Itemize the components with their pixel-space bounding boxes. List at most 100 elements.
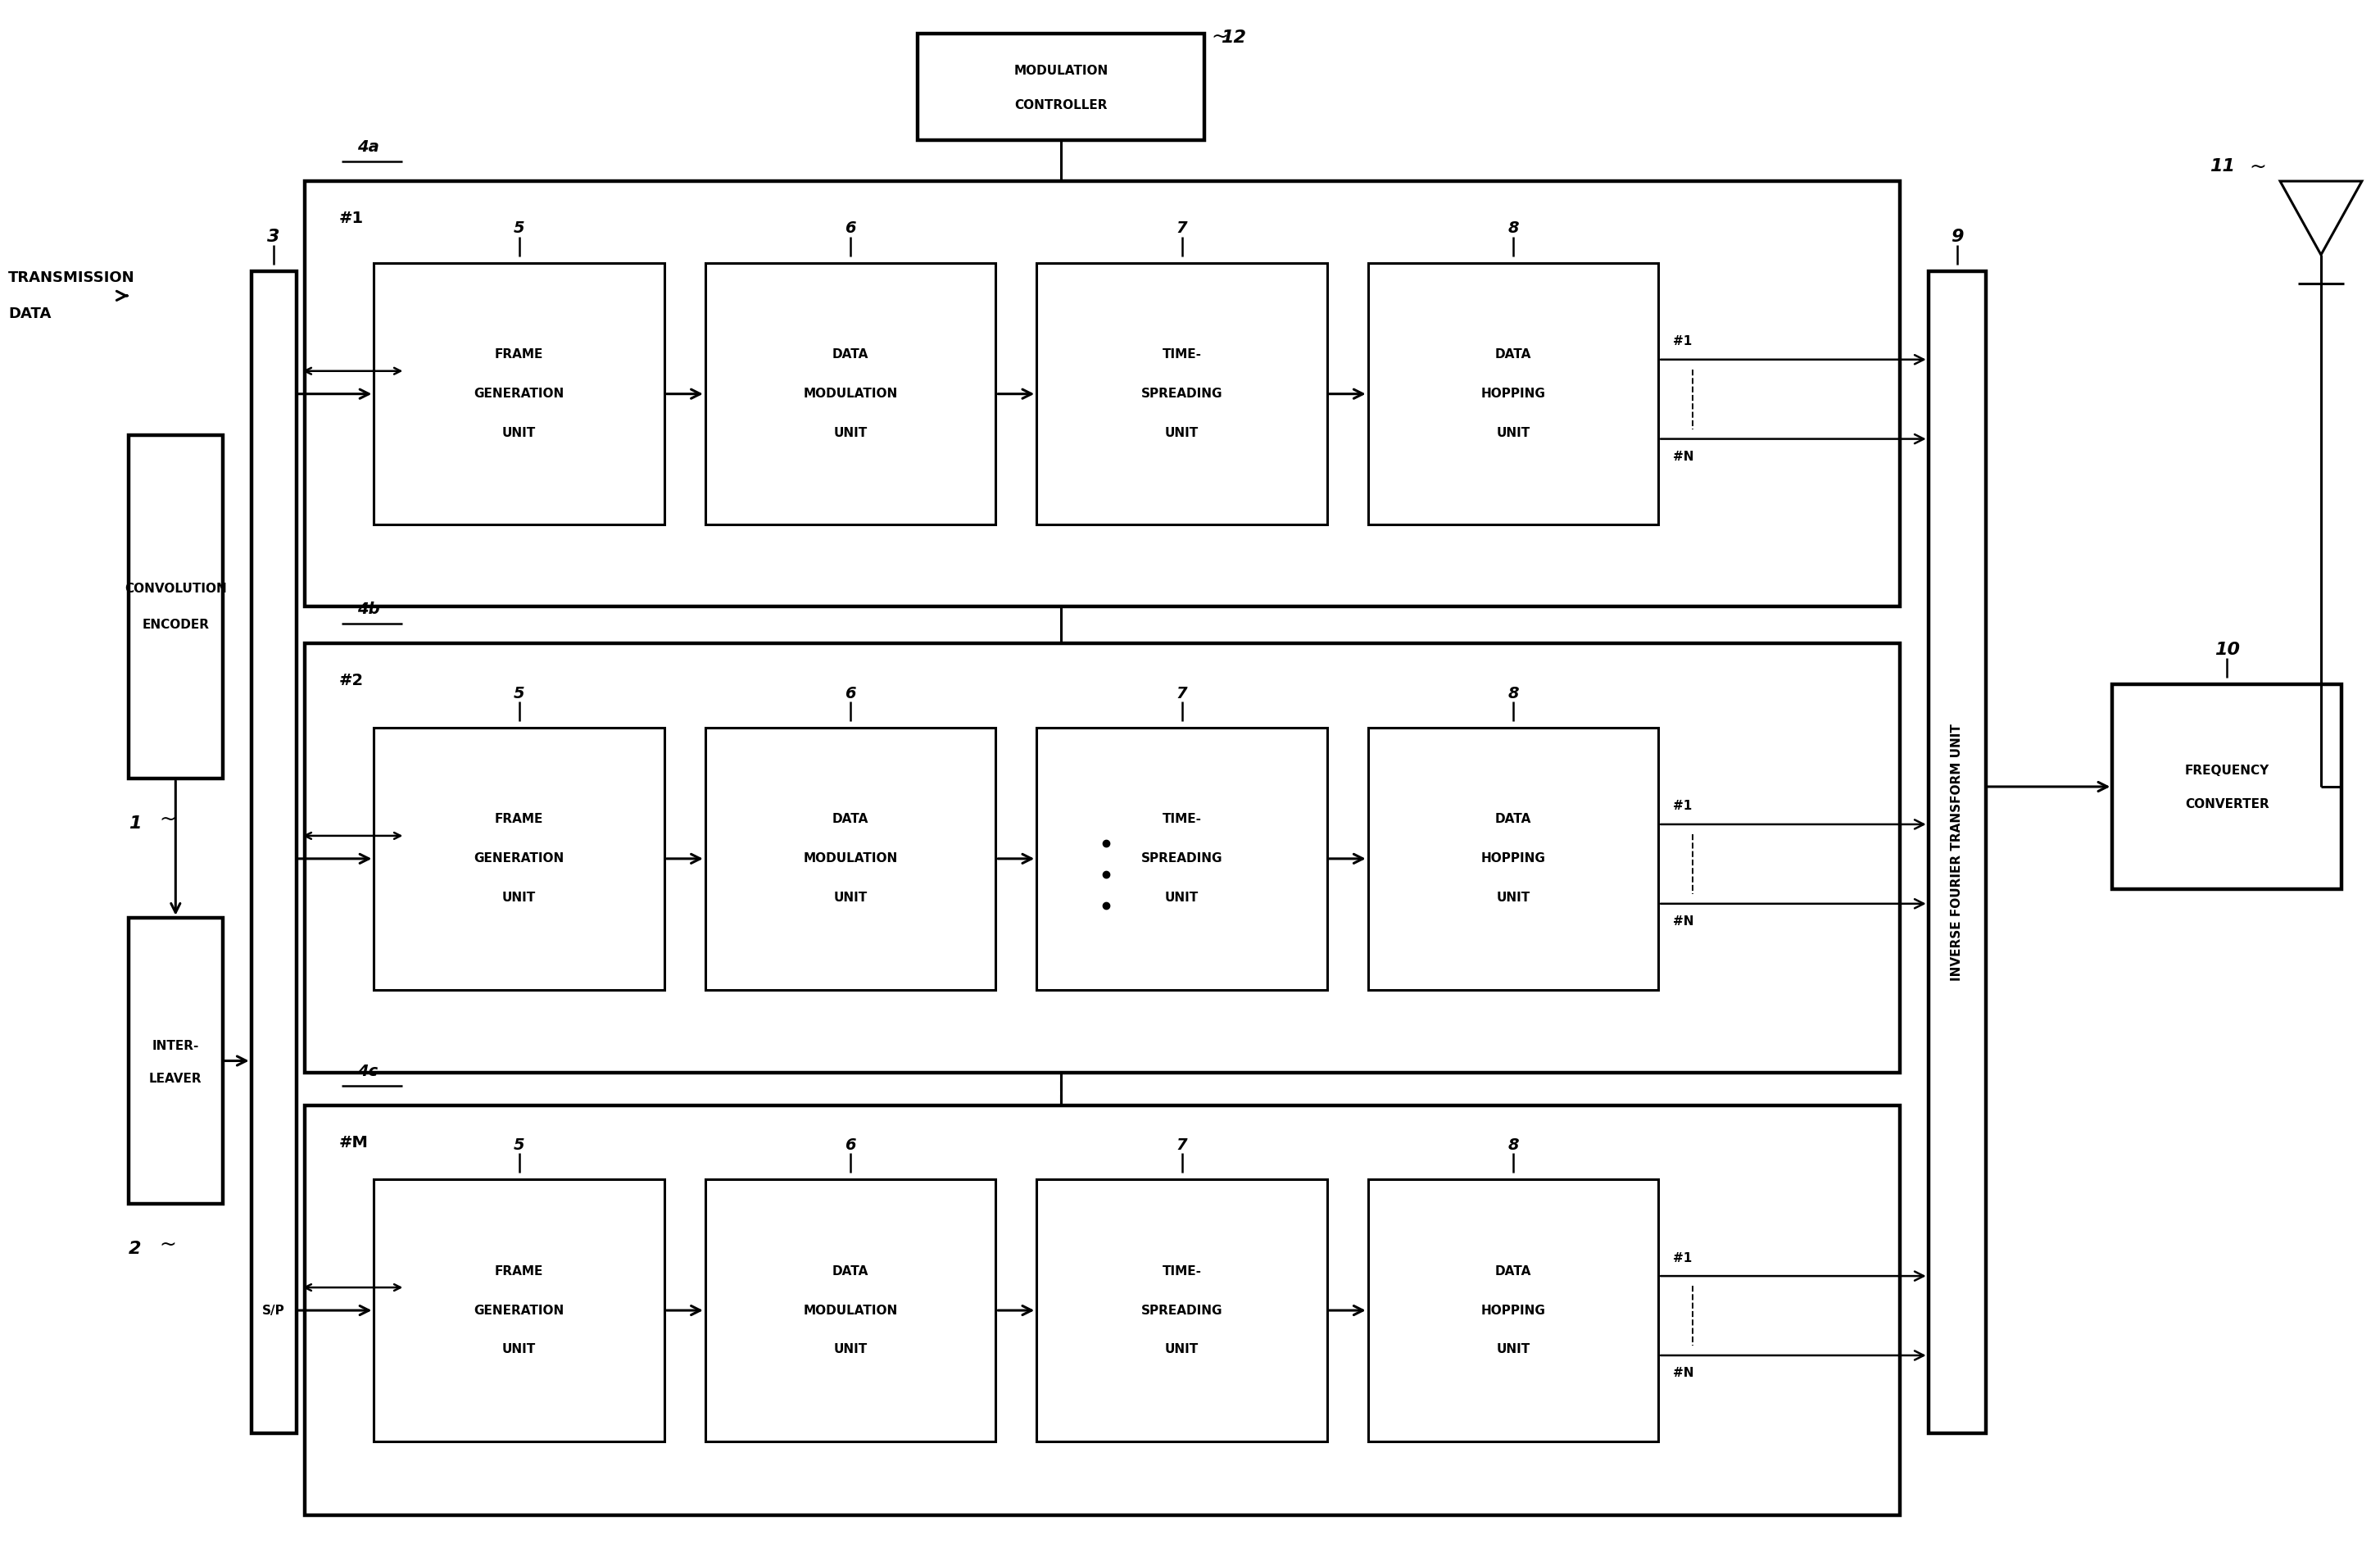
Text: #1: #1 bbox=[1673, 1252, 1692, 1264]
Text: 5: 5 bbox=[514, 685, 524, 701]
Text: 6: 6 bbox=[845, 685, 857, 701]
Text: DATA: DATA bbox=[833, 349, 869, 361]
Text: 4a: 4a bbox=[357, 139, 378, 154]
Text: 8: 8 bbox=[1507, 221, 1518, 237]
Text: 6: 6 bbox=[845, 1137, 857, 1152]
Text: DATA: DATA bbox=[1495, 813, 1530, 825]
Text: UNIT: UNIT bbox=[1497, 1344, 1530, 1356]
Text: TIME-: TIME- bbox=[1161, 1264, 1202, 1277]
Text: UNIT: UNIT bbox=[502, 892, 536, 905]
Text: SPREADING: SPREADING bbox=[1140, 853, 1223, 864]
Text: MODULATION: MODULATION bbox=[1014, 64, 1109, 76]
Text: UNIT: UNIT bbox=[502, 1344, 536, 1356]
Text: SPREADING: SPREADING bbox=[1140, 388, 1223, 400]
Text: 4b: 4b bbox=[357, 601, 381, 617]
Bar bbox=[704, 263, 995, 525]
Bar bbox=[252, 271, 295, 1432]
Bar bbox=[704, 1180, 995, 1442]
Text: SPREADING: SPREADING bbox=[1140, 1305, 1223, 1317]
Text: 7: 7 bbox=[1176, 221, 1188, 237]
Text: #N: #N bbox=[1673, 1367, 1695, 1380]
Text: GENERATION: GENERATION bbox=[474, 388, 564, 400]
Text: UNIT: UNIT bbox=[1164, 1344, 1200, 1356]
Text: DATA: DATA bbox=[1495, 349, 1530, 361]
Text: HOPPING: HOPPING bbox=[1480, 1305, 1545, 1317]
Text: 8: 8 bbox=[1507, 685, 1518, 701]
Bar bbox=[374, 727, 664, 990]
Text: DATA: DATA bbox=[833, 1264, 869, 1277]
Bar bbox=[1368, 727, 1659, 990]
Text: GENERATION: GENERATION bbox=[474, 1305, 564, 1317]
Text: FREQUENCY: FREQUENCY bbox=[2185, 764, 2268, 777]
Text: ~: ~ bbox=[159, 1235, 176, 1255]
Text: MODULATION: MODULATION bbox=[804, 853, 897, 864]
Text: UNIT: UNIT bbox=[1497, 427, 1530, 439]
Text: CONVOLUTION: CONVOLUTION bbox=[124, 582, 226, 595]
Text: INVERSE FOURIER TRANSFORM UNIT: INVERSE FOURIER TRANSFORM UNIT bbox=[1952, 724, 1964, 981]
Text: TRANSMISSION: TRANSMISSION bbox=[7, 271, 136, 285]
Bar bbox=[305, 643, 1899, 1073]
Text: #N: #N bbox=[1673, 452, 1695, 462]
Text: DATA: DATA bbox=[1495, 1264, 1530, 1277]
Bar bbox=[704, 727, 995, 990]
Text: TIME-: TIME- bbox=[1161, 349, 1202, 361]
Text: FRAME: FRAME bbox=[495, 1264, 543, 1277]
Text: FRAME: FRAME bbox=[495, 813, 543, 825]
Text: 5: 5 bbox=[514, 1137, 524, 1152]
Text: 5: 5 bbox=[514, 221, 524, 237]
Text: UNIT: UNIT bbox=[833, 1344, 866, 1356]
Bar bbox=[374, 1180, 664, 1442]
Text: ~: ~ bbox=[1211, 26, 1228, 47]
Text: INTER-: INTER- bbox=[152, 1040, 200, 1053]
Text: 9: 9 bbox=[1952, 229, 1964, 244]
Text: #1: #1 bbox=[1673, 335, 1692, 347]
Text: 10: 10 bbox=[2213, 641, 2240, 659]
Text: #1: #1 bbox=[338, 210, 364, 226]
Text: 3: 3 bbox=[267, 229, 281, 244]
Text: DATA: DATA bbox=[7, 307, 52, 321]
Text: S/P: S/P bbox=[262, 1305, 286, 1317]
Text: FRAME: FRAME bbox=[495, 349, 543, 361]
Bar bbox=[305, 181, 1899, 607]
Text: #M: #M bbox=[338, 1135, 369, 1151]
Text: MODULATION: MODULATION bbox=[804, 388, 897, 400]
Text: UNIT: UNIT bbox=[833, 892, 866, 905]
Bar bbox=[129, 434, 224, 778]
Text: MODULATION: MODULATION bbox=[804, 1305, 897, 1317]
Bar bbox=[919, 34, 1204, 140]
Text: TIME-: TIME- bbox=[1161, 813, 1202, 825]
Text: 12: 12 bbox=[1221, 30, 1247, 47]
Text: HOPPING: HOPPING bbox=[1480, 853, 1545, 864]
Text: UNIT: UNIT bbox=[1164, 427, 1200, 439]
Text: #2: #2 bbox=[338, 673, 364, 688]
Bar bbox=[2113, 685, 2342, 889]
Text: #1: #1 bbox=[1673, 800, 1692, 813]
Text: GENERATION: GENERATION bbox=[474, 853, 564, 864]
Text: 7: 7 bbox=[1176, 685, 1188, 701]
Text: 4c: 4c bbox=[357, 1063, 378, 1079]
Text: 2: 2 bbox=[129, 1241, 140, 1256]
Text: UNIT: UNIT bbox=[833, 427, 866, 439]
Text: ENCODER: ENCODER bbox=[143, 618, 209, 631]
Text: CONTROLLER: CONTROLLER bbox=[1014, 100, 1107, 111]
Text: CONVERTER: CONVERTER bbox=[2185, 799, 2268, 811]
Text: LEAVER: LEAVER bbox=[150, 1073, 202, 1085]
Bar bbox=[1038, 727, 1328, 990]
Text: 6: 6 bbox=[845, 221, 857, 237]
Text: HOPPING: HOPPING bbox=[1480, 388, 1545, 400]
Text: #N: #N bbox=[1673, 916, 1695, 928]
Text: 7: 7 bbox=[1176, 1137, 1188, 1152]
Text: UNIT: UNIT bbox=[1497, 892, 1530, 905]
Text: UNIT: UNIT bbox=[502, 427, 536, 439]
Bar bbox=[1928, 271, 1985, 1432]
Text: 1: 1 bbox=[129, 816, 140, 831]
Bar bbox=[129, 917, 224, 1204]
Text: 8: 8 bbox=[1507, 1137, 1518, 1152]
Text: ~: ~ bbox=[2249, 157, 2266, 177]
Bar bbox=[1038, 263, 1328, 525]
Bar bbox=[1038, 1180, 1328, 1442]
Bar bbox=[1368, 263, 1659, 525]
Text: ~: ~ bbox=[159, 810, 176, 830]
Bar bbox=[374, 263, 664, 525]
Text: DATA: DATA bbox=[833, 813, 869, 825]
